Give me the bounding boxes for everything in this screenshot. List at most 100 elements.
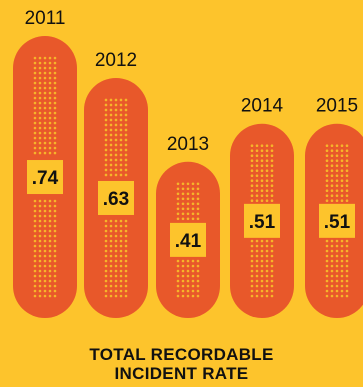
pad-dot: [119, 254, 123, 258]
pad-dot: [104, 239, 108, 243]
pad-dot: [38, 264, 42, 268]
pad-dot: [33, 244, 37, 248]
value-label-box: [244, 203, 280, 238]
pad-dot: [33, 106, 37, 110]
pad-dot: [119, 264, 123, 268]
pad-dot: [104, 259, 108, 263]
pad-dot: [114, 254, 118, 258]
pad-dot: [48, 234, 52, 238]
pad-dot: [109, 249, 113, 253]
pad-dot: [48, 76, 52, 80]
pad-dot: [345, 144, 349, 147]
pad-dot: [33, 76, 37, 80]
pad-dot: [104, 264, 108, 268]
pad-dot: [330, 189, 334, 192]
pad-dot: [191, 207, 195, 211]
pad-dot: [33, 274, 37, 278]
pad-dot: [325, 154, 329, 157]
pad-dot: [48, 136, 52, 140]
pad-dot: [119, 279, 123, 283]
bandage-pad-dots: [176, 182, 200, 298]
pad-dot: [119, 138, 123, 142]
pad-dot: [43, 224, 47, 228]
pad-dot: [191, 289, 195, 293]
pad-dot: [260, 144, 264, 147]
pad-dot: [330, 254, 334, 258]
pad-dot: [181, 217, 185, 221]
pad-dot: [270, 144, 274, 147]
pad-dot: [38, 199, 42, 203]
pad-dot: [33, 204, 37, 208]
pad-dot: [325, 254, 329, 258]
pad-dot: [53, 269, 57, 273]
pad-dot: [340, 244, 344, 248]
pad-dot: [330, 244, 334, 248]
pad-dot: [270, 254, 274, 258]
pad-dot: [48, 131, 52, 135]
pad-dot: [33, 131, 37, 135]
pad-dot: [325, 159, 329, 162]
pad-dot: [265, 169, 269, 172]
pad-dot: [181, 274, 185, 278]
pad-dot: [260, 249, 264, 253]
pad-dot: [124, 254, 128, 258]
pad-dot: [340, 294, 344, 298]
pad-dot: [33, 234, 37, 238]
pad-dot: [38, 81, 42, 85]
pad-dot: [330, 269, 334, 273]
pad-dot: [53, 294, 57, 298]
pad-dot: [48, 146, 52, 150]
pad-dot: [191, 217, 195, 221]
pad-dot: [345, 244, 349, 248]
pad-dot: [260, 264, 264, 268]
pad-dot: [176, 289, 180, 293]
pad-dot: [114, 128, 118, 132]
pad-dot: [181, 192, 185, 196]
pad-dot: [335, 284, 339, 288]
pad-dot: [53, 234, 57, 238]
pad-dot: [255, 249, 259, 253]
pad-dot: [38, 269, 42, 273]
pad-dot: [260, 279, 264, 283]
pad-dot: [191, 192, 195, 196]
pad-dot: [33, 269, 37, 273]
pad-dot: [48, 269, 52, 273]
pad-dot: [114, 229, 118, 233]
pad-dot: [119, 234, 123, 238]
pad-dot: [109, 128, 113, 132]
pad-dot: [325, 259, 329, 263]
pad-dot: [114, 98, 118, 102]
pad-dot: [335, 259, 339, 263]
pad-dot: [119, 244, 123, 248]
pad-dot: [53, 249, 57, 253]
pad-dot: [43, 229, 47, 233]
pad-dot: [335, 194, 339, 197]
pad-dot: [38, 209, 42, 213]
pad-dot: [345, 269, 349, 273]
pad-dot: [345, 249, 349, 253]
pad-dot: [325, 239, 329, 243]
pad-dot: [345, 274, 349, 278]
pad-dot: [109, 284, 113, 288]
pad-dot: [38, 234, 42, 238]
pad-dot: [114, 249, 118, 253]
pad-dot: [340, 269, 344, 273]
pad-dot: [53, 264, 57, 268]
pad-dot: [330, 179, 334, 182]
pad-dot: [124, 269, 128, 273]
pad-dot: [255, 254, 259, 258]
pad-dot: [104, 289, 108, 293]
pad-dot: [48, 214, 52, 218]
pad-dot: [330, 264, 334, 268]
pad-dot: [330, 149, 334, 152]
pad-dot: [181, 284, 185, 288]
pad-dot: [345, 264, 349, 268]
pad-dot: [48, 126, 52, 130]
pad-dot: [340, 179, 344, 182]
pad-dot: [270, 179, 274, 182]
pad-dot: [124, 229, 128, 233]
pad-dot: [53, 141, 57, 145]
pad-dot: [255, 199, 259, 202]
pad-dot: [104, 294, 108, 298]
pad-dot: [48, 259, 52, 263]
